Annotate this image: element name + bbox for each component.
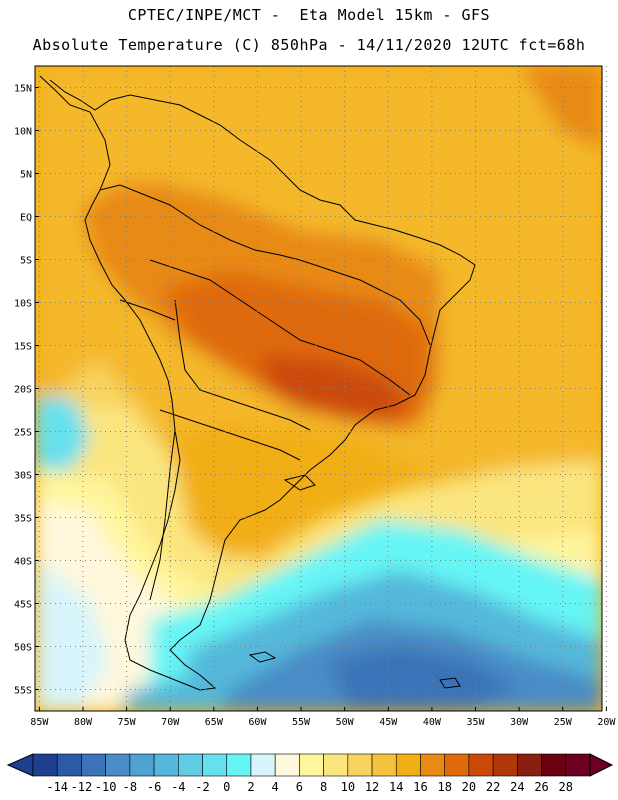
colorbar-label: 10 — [341, 780, 355, 794]
lon-label: 75W — [118, 717, 137, 728]
colorbar-swatch — [323, 753, 349, 777]
colorbar-label: -4 — [171, 780, 185, 794]
latitude-labels: 15N 10N 5N EQ 5S 10S 15S 20S 25S 30S 35S 40S 45S 50S 5… — [14, 84, 32, 697]
colorbar-swatch — [492, 753, 518, 777]
colorbar-label: 24 — [510, 780, 524, 794]
lon-label: 85W — [30, 717, 49, 728]
colorbar-label: -14 — [46, 780, 68, 794]
colorbar-swatch — [299, 753, 324, 777]
colorbar-swatch — [105, 753, 131, 777]
colorbar-labels: -14 -12 -10 -8 -6 -4 -2 0 2 4 6 8 10 12 14 16 18 20 22 24 26… — [46, 780, 573, 794]
title-model: CPTEC/INPE/MCT - Eta Model 15km - GFS — [127, 6, 491, 24]
lat-label: 15S — [14, 342, 32, 353]
colorbar-swatch — [395, 753, 421, 777]
colorbar-label: 26 — [534, 780, 548, 794]
colorbar-swatch — [468, 753, 494, 777]
colorbar-label: 20 — [462, 780, 476, 794]
lat-label: 50S — [14, 643, 32, 654]
colorbar-label: 8 — [320, 780, 327, 794]
colorbar-swatch — [371, 753, 397, 777]
lat-label: 20S — [14, 385, 32, 396]
colorbar-swatch — [178, 753, 203, 777]
colorbar-label: 12 — [365, 780, 379, 794]
lat-label: 40S — [14, 557, 32, 568]
colorbar-swatch — [250, 753, 276, 777]
lat-label: 5S — [20, 256, 32, 267]
lat-label: 10S — [14, 299, 32, 310]
lon-label: 70W — [161, 717, 180, 728]
lon-label: 35W — [466, 717, 485, 728]
lon-label: 20W — [597, 717, 616, 728]
colorbar-label: -10 — [95, 780, 117, 794]
lat-label: 10N — [14, 127, 32, 138]
colorbar-swatch — [226, 753, 252, 777]
lon-label: 40W — [423, 717, 442, 728]
colorbar-swatch — [202, 753, 228, 777]
colorbar-swatch — [56, 753, 82, 777]
colorbar-swatch — [541, 753, 567, 777]
colorbar — [6, 753, 614, 777]
lat-label: 35S — [14, 514, 32, 525]
colorbar-label: 18 — [437, 780, 451, 794]
colorbar-label: -12 — [71, 780, 93, 794]
colorbar-max-arrow — [589, 753, 614, 777]
coastline — [39, 75, 476, 691]
colorbar-label: 28 — [559, 780, 573, 794]
lon-label: 60W — [248, 717, 267, 728]
colorbar-label: 16 — [413, 780, 427, 794]
title-variable: Absolute Temperature (C) 850hPa - 14/11/… — [32, 36, 586, 54]
colorbar-swatch — [81, 753, 106, 777]
colorbar-swatch — [517, 753, 542, 777]
colorbar-min-arrow — [6, 753, 34, 777]
colorbar-swatch — [420, 753, 445, 777]
colorbar-label: 2 — [247, 780, 254, 794]
longitude-labels: 85W 80W 75W 70W 65W 60W 55W 50W 45W 40W 35W 30W 25W 2… — [30, 717, 616, 728]
colorbar-label: -2 — [195, 780, 209, 794]
temperature-field — [35, 66, 602, 711]
colorbar-label: -8 — [123, 780, 137, 794]
lon-label: 50W — [336, 717, 355, 728]
colorbar-label: 4 — [272, 780, 279, 794]
colorbar-swatch — [129, 753, 155, 777]
colorbar-label: -6 — [147, 780, 161, 794]
colorbar-swatch — [347, 753, 373, 777]
lat-label: 25S — [14, 428, 32, 439]
colorbar-label: 6 — [296, 780, 303, 794]
lat-label: 30S — [14, 471, 32, 482]
colorbar-label: 0 — [223, 780, 230, 794]
lat-label: EQ — [20, 213, 32, 224]
axis-ticks — [35, 87, 607, 711]
lon-label: 80W — [74, 717, 93, 728]
lat-label: 55S — [14, 686, 32, 697]
lon-label: 30W — [510, 717, 529, 728]
colorbar-swatch — [444, 753, 470, 777]
lon-label: 25W — [554, 717, 573, 728]
colorbar-swatch — [32, 753, 58, 777]
colorbar-swatch — [274, 753, 300, 777]
colorbar-label: 14 — [389, 780, 403, 794]
colorbar-swatch — [565, 753, 591, 777]
lat-label: 45S — [14, 600, 32, 611]
lon-label: 45W — [379, 717, 398, 728]
colorbar-label: 22 — [486, 780, 500, 794]
lat-label: 5N — [20, 170, 32, 181]
colorbar-swatch — [153, 753, 179, 777]
lat-label: 15N — [14, 84, 32, 95]
lon-label: 65W — [205, 717, 224, 728]
lon-label: 55W — [292, 717, 311, 728]
